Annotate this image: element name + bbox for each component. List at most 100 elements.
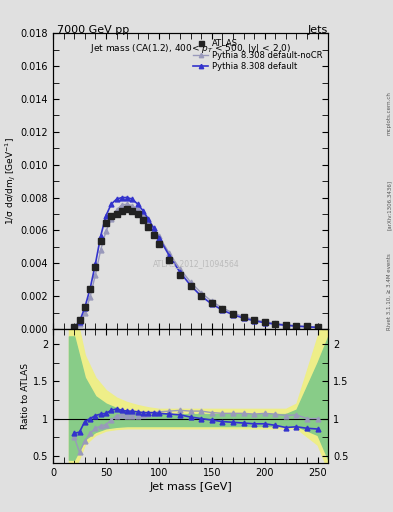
Text: Jets: Jets (307, 25, 327, 35)
Pythia 8.308 default-noCR (83, 310, 87, 316)
Pythia 8.308 default (305, 324, 309, 330)
ATLAS (88, 286, 92, 292)
Pythia 8.308 default-noCR (199, 290, 204, 296)
Pythia 8.308 default-noCR (135, 206, 140, 212)
Pythia 8.308 default (209, 301, 214, 307)
Pythia 8.308 default-noCR (220, 305, 225, 311)
Line: ATLAS: ATLAS (72, 206, 320, 330)
ATLAS (151, 232, 156, 239)
ATLAS (109, 214, 114, 220)
Pythia 8.308 default-noCR (146, 218, 151, 224)
Pythia 8.308 default (188, 282, 193, 288)
ATLAS (178, 272, 182, 278)
Pythia 8.308 default (114, 196, 119, 202)
Pythia 8.308 default-noCR (151, 225, 156, 231)
Pythia 8.308 default (241, 315, 246, 321)
Y-axis label: 1/σ dσ/dm$_J$ [GeV$^{-1}$]: 1/σ dσ/dm$_J$ [GeV$^{-1}$] (3, 137, 18, 225)
Text: [arXiv:1306.3436]: [arXiv:1306.3436] (387, 180, 391, 230)
Pythia 8.308 default-noCR (273, 321, 277, 327)
ATLAS (262, 319, 267, 325)
Pythia 8.308 default-noCR (88, 294, 92, 300)
Pythia 8.308 default (273, 321, 277, 327)
ATLAS (273, 321, 277, 327)
Pythia 8.308 default (167, 253, 172, 259)
ATLAS (83, 304, 87, 310)
Pythia 8.308 default (156, 234, 161, 241)
Pythia 8.308 default (104, 212, 108, 219)
Pythia 8.308 default-noCR (109, 216, 114, 222)
Pythia 8.308 default (146, 216, 151, 222)
Pythia 8.308 default (178, 269, 182, 275)
ATLAS (231, 311, 235, 317)
Pythia 8.308 default (151, 225, 156, 231)
Pythia 8.308 default (135, 201, 140, 207)
Y-axis label: Ratio to ATLAS: Ratio to ATLAS (21, 363, 30, 429)
ATLAS (252, 317, 257, 323)
Pythia 8.308 default-noCR (141, 211, 145, 217)
Pythia 8.308 default-noCR (156, 233, 161, 239)
Pythia 8.308 default-noCR (167, 250, 172, 257)
Pythia 8.308 default-noCR (262, 318, 267, 325)
Text: 7000 GeV pp: 7000 GeV pp (57, 25, 129, 35)
ATLAS (188, 283, 193, 289)
Pythia 8.308 default (93, 261, 98, 267)
Pythia 8.308 default (199, 293, 204, 299)
Pythia 8.308 default-noCR (130, 203, 135, 209)
Pythia 8.308 default-noCR (209, 298, 214, 305)
ATLAS (294, 323, 299, 329)
ATLAS (130, 208, 135, 214)
Pythia 8.308 default-noCR (283, 322, 288, 328)
ATLAS (209, 301, 214, 307)
Pythia 8.308 default (130, 196, 135, 202)
Pythia 8.308 default-noCR (104, 228, 108, 234)
ATLAS (104, 220, 108, 226)
Line: Pythia 8.308 default: Pythia 8.308 default (72, 195, 320, 330)
Pythia 8.308 default-noCR (125, 201, 129, 207)
ATLAS (199, 293, 204, 299)
Pythia 8.308 default (119, 195, 124, 201)
ATLAS (156, 241, 161, 247)
Pythia 8.308 default (72, 324, 77, 330)
Pythia 8.308 default-noCR (119, 202, 124, 208)
Pythia 8.308 default (109, 201, 114, 207)
Pythia 8.308 default-noCR (252, 316, 257, 323)
ATLAS (114, 211, 119, 217)
ATLAS (305, 324, 309, 330)
Pythia 8.308 default (283, 322, 288, 328)
Pythia 8.308 default-noCR (241, 313, 246, 319)
ATLAS (135, 211, 140, 217)
Pythia 8.308 default (252, 317, 257, 324)
Pythia 8.308 default-noCR (188, 279, 193, 285)
Text: Jet mass (CA(1.2), 400< $p_T$ < 500, |y| < 2.0): Jet mass (CA(1.2), 400< $p_T$ < 500, |y|… (90, 42, 291, 55)
X-axis label: Jet mass [GeV]: Jet mass [GeV] (149, 482, 232, 493)
Pythia 8.308 default (294, 323, 299, 329)
Pythia 8.308 default-noCR (294, 323, 299, 329)
ATLAS (220, 306, 225, 312)
Pythia 8.308 default (88, 286, 92, 292)
Pythia 8.308 default-noCR (178, 266, 182, 272)
Pythia 8.308 default-noCR (315, 324, 320, 330)
ATLAS (125, 206, 129, 212)
Pythia 8.308 default (315, 324, 320, 330)
Pythia 8.308 default (231, 312, 235, 318)
Text: ATLAS_2012_I1094564: ATLAS_2012_I1094564 (153, 260, 239, 268)
Pythia 8.308 default (141, 208, 145, 214)
Text: Rivet 3.1.10, ≥ 3.4M events: Rivet 3.1.10, ≥ 3.4M events (387, 253, 391, 330)
Pythia 8.308 default (220, 307, 225, 313)
Pythia 8.308 default (83, 305, 87, 311)
Pythia 8.308 default (98, 233, 103, 239)
Pythia 8.308 default-noCR (72, 325, 77, 331)
Pythia 8.308 default-noCR (305, 324, 309, 330)
Pythia 8.308 default-noCR (114, 207, 119, 213)
Pythia 8.308 default (77, 318, 82, 325)
Pythia 8.308 default-noCR (77, 321, 82, 327)
Pythia 8.308 default-noCR (231, 310, 235, 316)
ATLAS (93, 264, 98, 270)
ATLAS (241, 314, 246, 321)
ATLAS (167, 257, 172, 263)
Pythia 8.308 default (262, 319, 267, 326)
Text: mcplots.cern.ch: mcplots.cern.ch (387, 91, 391, 135)
Line: Pythia 8.308 default-noCR: Pythia 8.308 default-noCR (72, 202, 320, 330)
ATLAS (72, 324, 77, 330)
Pythia 8.308 default-noCR (98, 247, 103, 253)
